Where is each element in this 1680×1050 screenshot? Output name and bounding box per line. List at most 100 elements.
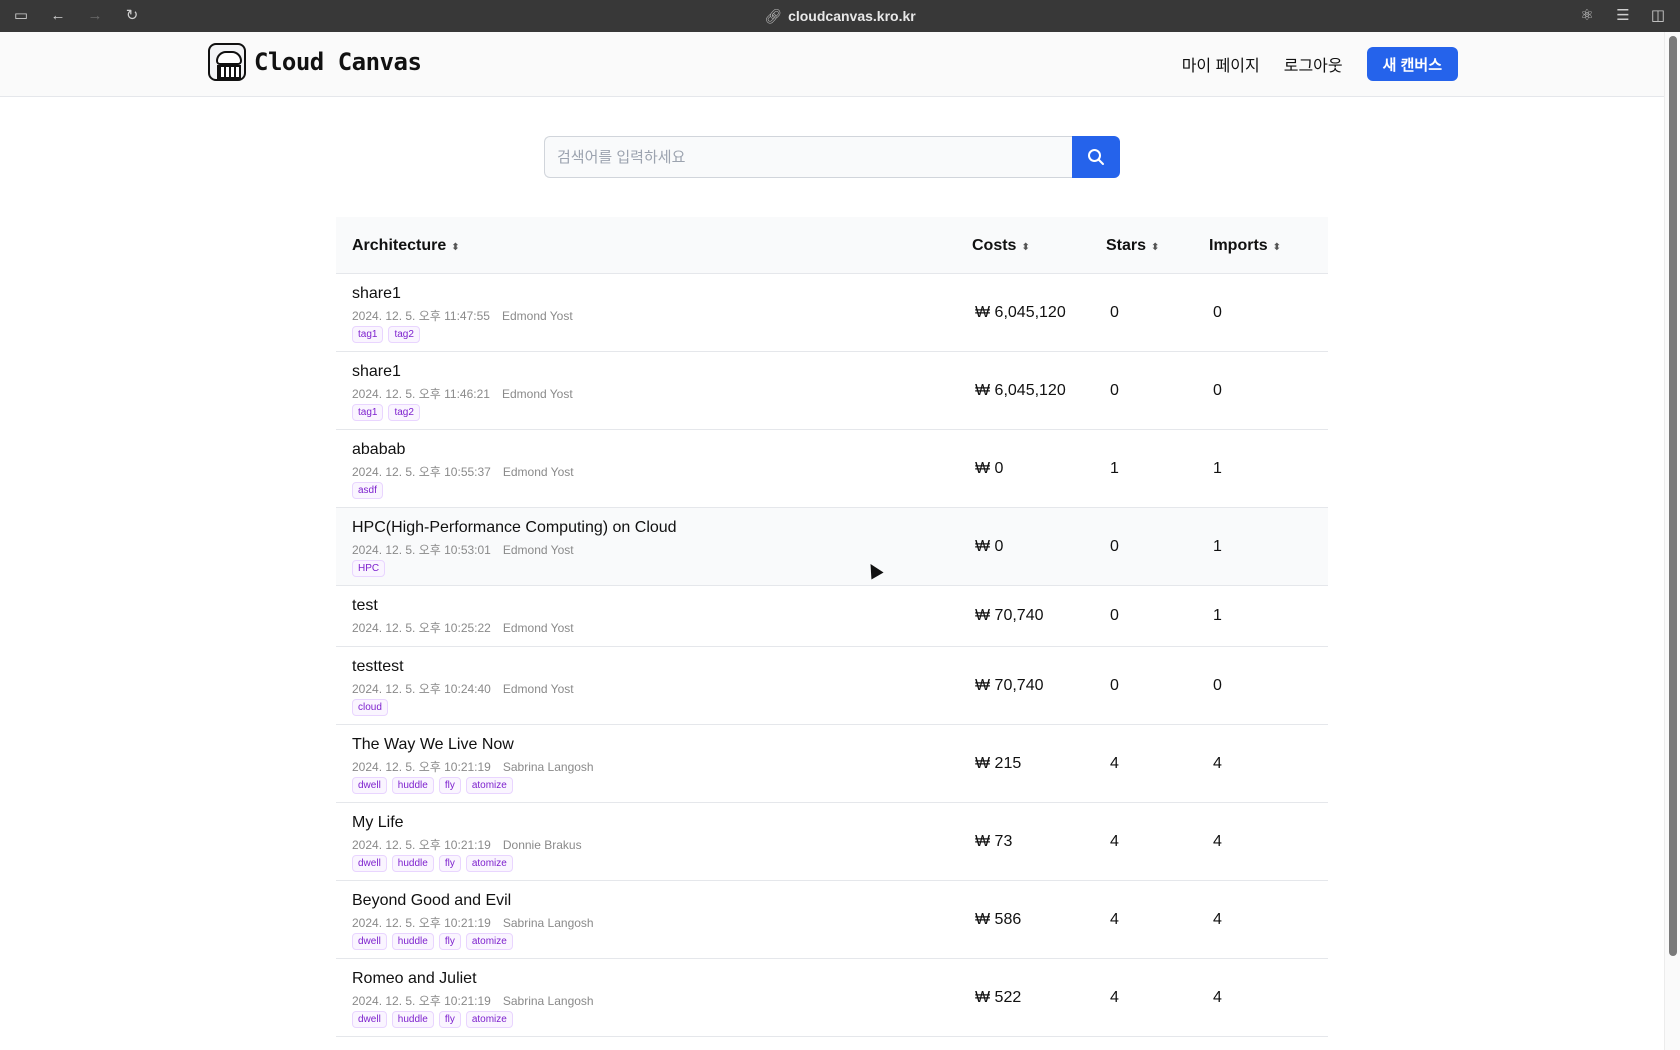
row-imports: 4: [1213, 911, 1222, 928]
browser-toolbar: ▭ ← → ↻ 🔗︎ cloudcanvas.kro.kr ⚛ ☰ ◫: [0, 0, 1680, 32]
forward-icon[interactable]: →: [87, 7, 103, 24]
row-stars: 1: [1110, 460, 1119, 477]
table-row[interactable]: ababab 2024. 12. 5. 오후 10:55:37 Edmond Yo…: [336, 430, 1328, 508]
row-tags: cloud: [352, 699, 388, 716]
row-cost: ₩ 0: [975, 538, 1004, 555]
row-title: HPC(High-Performance Computing) on Cloud: [352, 519, 677, 536]
row-cost: ₩ 586: [975, 911, 1022, 928]
table-row[interactable]: The Way We Live Now 2024. 12. 5. 오후 10:2…: [336, 725, 1328, 803]
tag-badge: cloud: [352, 699, 388, 716]
row-title: ababab: [352, 441, 406, 458]
row-meta: 2024. 12. 5. 오후 10:53:01 Edmond Yost: [352, 543, 574, 557]
row-title: testtest: [352, 658, 404, 675]
row-cost: ₩ 522: [975, 989, 1022, 1006]
tag-badge: fly: [438, 855, 461, 872]
row-meta: 2024. 12. 5. 오후 10:24:40 Edmond Yost: [352, 682, 574, 696]
row-tags: dwell huddle fly atomize: [352, 855, 513, 872]
row-stars: 0: [1110, 382, 1119, 399]
tag-badge: atomize: [465, 933, 513, 950]
row-imports: 0: [1213, 304, 1222, 321]
table-row[interactable]: share1 2024. 12. 5. 오후 11:46:21 Edmond Yo…: [336, 352, 1328, 430]
tag-badge: huddle: [391, 855, 434, 872]
row-meta: 2024. 12. 5. 오후 10:55:37 Edmond Yost: [352, 465, 574, 479]
row-meta: 2024. 12. 5. 오후 10:21:19 Sabrina Langosh: [352, 994, 594, 1008]
row-stars: 0: [1110, 538, 1119, 555]
row-cost: ₩ 73: [975, 833, 1013, 850]
row-meta: 2024. 12. 5. 오후 11:46:21 Edmond Yost: [352, 387, 573, 401]
row-stars: 4: [1110, 989, 1119, 1006]
header-nav: 마이 페이지 로그아웃 새 캔버스: [1182, 47, 1458, 81]
search-input[interactable]: [544, 136, 1072, 178]
row-imports: 1: [1213, 538, 1222, 555]
mypage-link[interactable]: 마이 페이지: [1181, 58, 1260, 75]
row-stars: 0: [1110, 304, 1119, 321]
row-imports: 0: [1213, 382, 1222, 399]
sort-icon: ⬍: [1021, 242, 1030, 253]
page-scrollbar[interactable]: [1664, 32, 1680, 1050]
row-cost: ₩ 215: [975, 755, 1022, 772]
row-stars: 0: [1110, 677, 1119, 694]
row-imports: 4: [1213, 833, 1222, 850]
back-icon[interactable]: ←: [50, 7, 66, 24]
row-cost: ₩ 6,045,120: [975, 382, 1066, 399]
url-text: cloudcanvas.kro.kr: [788, 8, 916, 24]
row-cost: ₩ 70,740: [975, 677, 1044, 694]
tag-badge: atomize: [465, 777, 513, 794]
row-tags: tag1 tag2: [352, 404, 420, 421]
new-canvas-button[interactable]: 새 캔버스: [1366, 47, 1458, 81]
row-imports: 1: [1213, 607, 1222, 624]
row-title: share1: [352, 363, 401, 380]
search-button[interactable]: [1072, 136, 1120, 178]
row-title: The Way We Live Now: [352, 736, 514, 753]
row-tags: HPC: [352, 560, 386, 577]
extensions-icon[interactable]: ☰: [1616, 7, 1630, 24]
tag-badge: dwell: [352, 777, 387, 794]
address-bar[interactable]: 🔗︎ cloudcanvas.kro.kr: [0, 8, 1680, 25]
column-header-costs[interactable]: Costs ⬍: [972, 237, 1030, 254]
search-icon: [1088, 149, 1104, 165]
architecture-table: Architecture ⬍ Costs ⬍ Stars ⬍ Imports ⬍ sha…: [336, 217, 1328, 1037]
tag-badge: huddle: [391, 1011, 434, 1028]
row-tags: dwell huddle fly atomize: [352, 1011, 513, 1028]
row-imports: 0: [1213, 677, 1222, 694]
logo-text: Cloud Canvas: [254, 48, 422, 76]
tag-badge: dwell: [352, 933, 387, 950]
row-imports: 4: [1213, 755, 1222, 772]
split-view-icon[interactable]: ◫: [1650, 7, 1666, 24]
column-header-architecture[interactable]: Architecture ⬍: [352, 237, 460, 254]
table-row[interactable]: testtest 2024. 12. 5. 오후 10:24:40 Edmond …: [336, 647, 1328, 725]
reload-icon[interactable]: ↻: [125, 7, 139, 24]
table-row[interactable]: Romeo and Juliet 2024. 12. 5. 오후 10:21:1…: [336, 959, 1328, 1037]
table-row[interactable]: My Life 2024. 12. 5. 오후 10:21:19 Donnie B…: [336, 803, 1328, 881]
tag-badge: tag2: [388, 326, 420, 343]
logout-link[interactable]: 로그아웃: [1283, 58, 1343, 75]
row-meta: 2024. 12. 5. 오후 11:47:55 Edmond Yost: [352, 309, 573, 323]
sort-icon: ⬍: [451, 242, 460, 253]
table-row[interactable]: share1 2024. 12. 5. 오후 11:47:55 Edmond Yo…: [336, 274, 1328, 352]
table-row[interactable]: HPC(High-Performance Computing) on Cloud…: [336, 508, 1328, 586]
tag-badge: tag1: [352, 326, 384, 343]
row-tags: asdf: [352, 482, 383, 499]
row-tags: dwell huddle fly atomize: [352, 933, 513, 950]
column-header-imports[interactable]: Imports ⬍: [1209, 237, 1282, 254]
row-tags: dwell huddle fly atomize: [352, 777, 513, 794]
tag-badge: fly: [438, 777, 461, 794]
row-cost: ₩ 0: [975, 460, 1004, 477]
table-row[interactable]: test 2024. 12. 5. 오후 10:25:22 Edmond Yost…: [336, 586, 1328, 647]
react-devtools-icon[interactable]: ⚛: [1580, 7, 1594, 24]
column-header-stars[interactable]: Stars ⬍: [1106, 237, 1160, 254]
table-row[interactable]: Beyond Good and Evil 2024. 12. 5. 오후 10:…: [336, 881, 1328, 959]
scrollbar-thumb[interactable]: [1669, 36, 1677, 956]
row-title: share1: [352, 285, 401, 302]
tag-badge: atomize: [465, 855, 513, 872]
row-imports: 1: [1213, 460, 1222, 477]
sidebar-toggle-icon[interactable]: ▭: [13, 7, 29, 24]
tag-badge: dwell: [352, 1011, 387, 1028]
row-cost: ₩ 6,045,120: [975, 304, 1066, 321]
tag-badge: huddle: [391, 777, 434, 794]
cloud-canvas-logo-icon: [208, 43, 246, 81]
row-cost: ₩ 70,740: [975, 607, 1044, 624]
row-stars: 4: [1110, 755, 1119, 772]
logo[interactable]: Cloud Canvas: [208, 43, 422, 81]
tag-badge: fly: [438, 1011, 461, 1028]
